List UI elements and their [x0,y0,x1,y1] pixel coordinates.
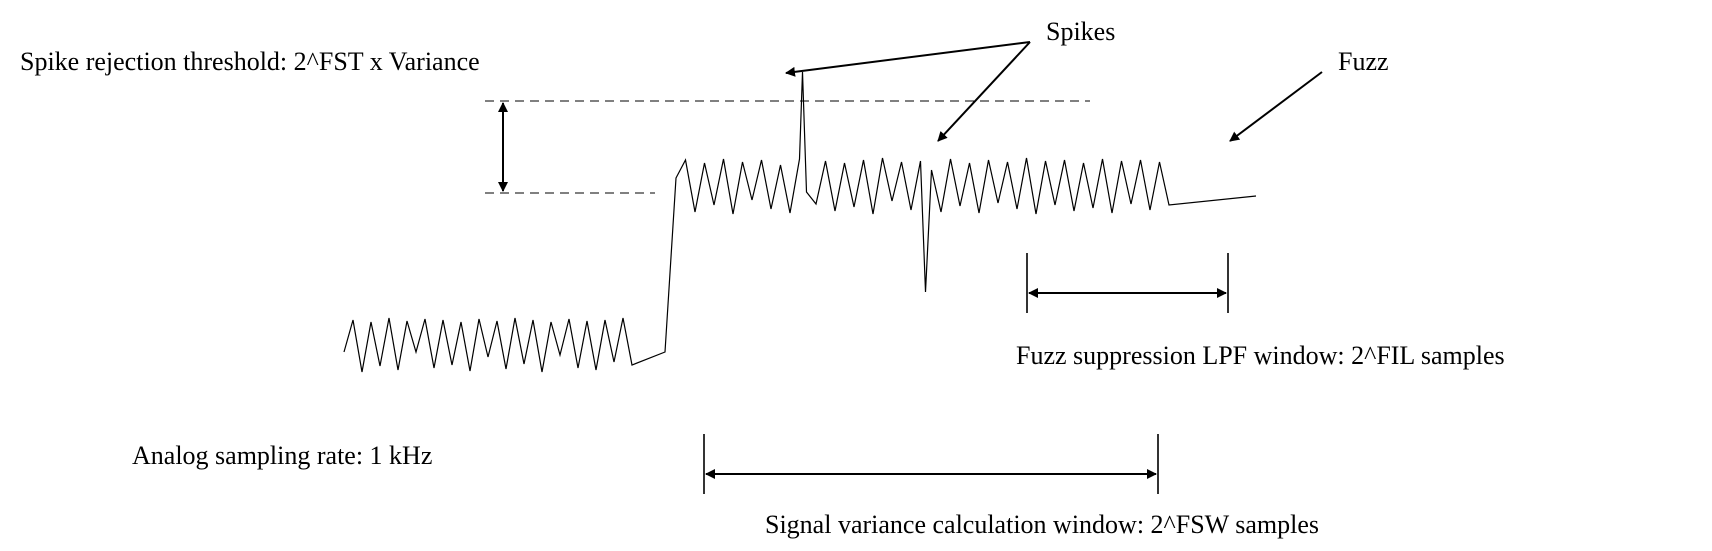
spike-up-arrow [785,41,1031,77]
fuzz-window-label: Fuzz suppression LPF window: 2^FIL sampl… [1016,341,1505,370]
fuzz-label: Fuzz [1338,47,1389,76]
signal-waveform [343,71,1257,373]
spike-down-arrow [937,41,1031,142]
variance-window-label: Signal variance calculation window: 2^FS… [765,510,1319,539]
fuzz-arrow [1229,71,1323,142]
spike-threshold-label: Spike rejection threshold: 2^FST x Varia… [20,47,480,76]
sampling-rate-label: Analog sampling rate: 1 kHz [132,441,432,470]
spikes-label: Spikes [1046,17,1115,46]
